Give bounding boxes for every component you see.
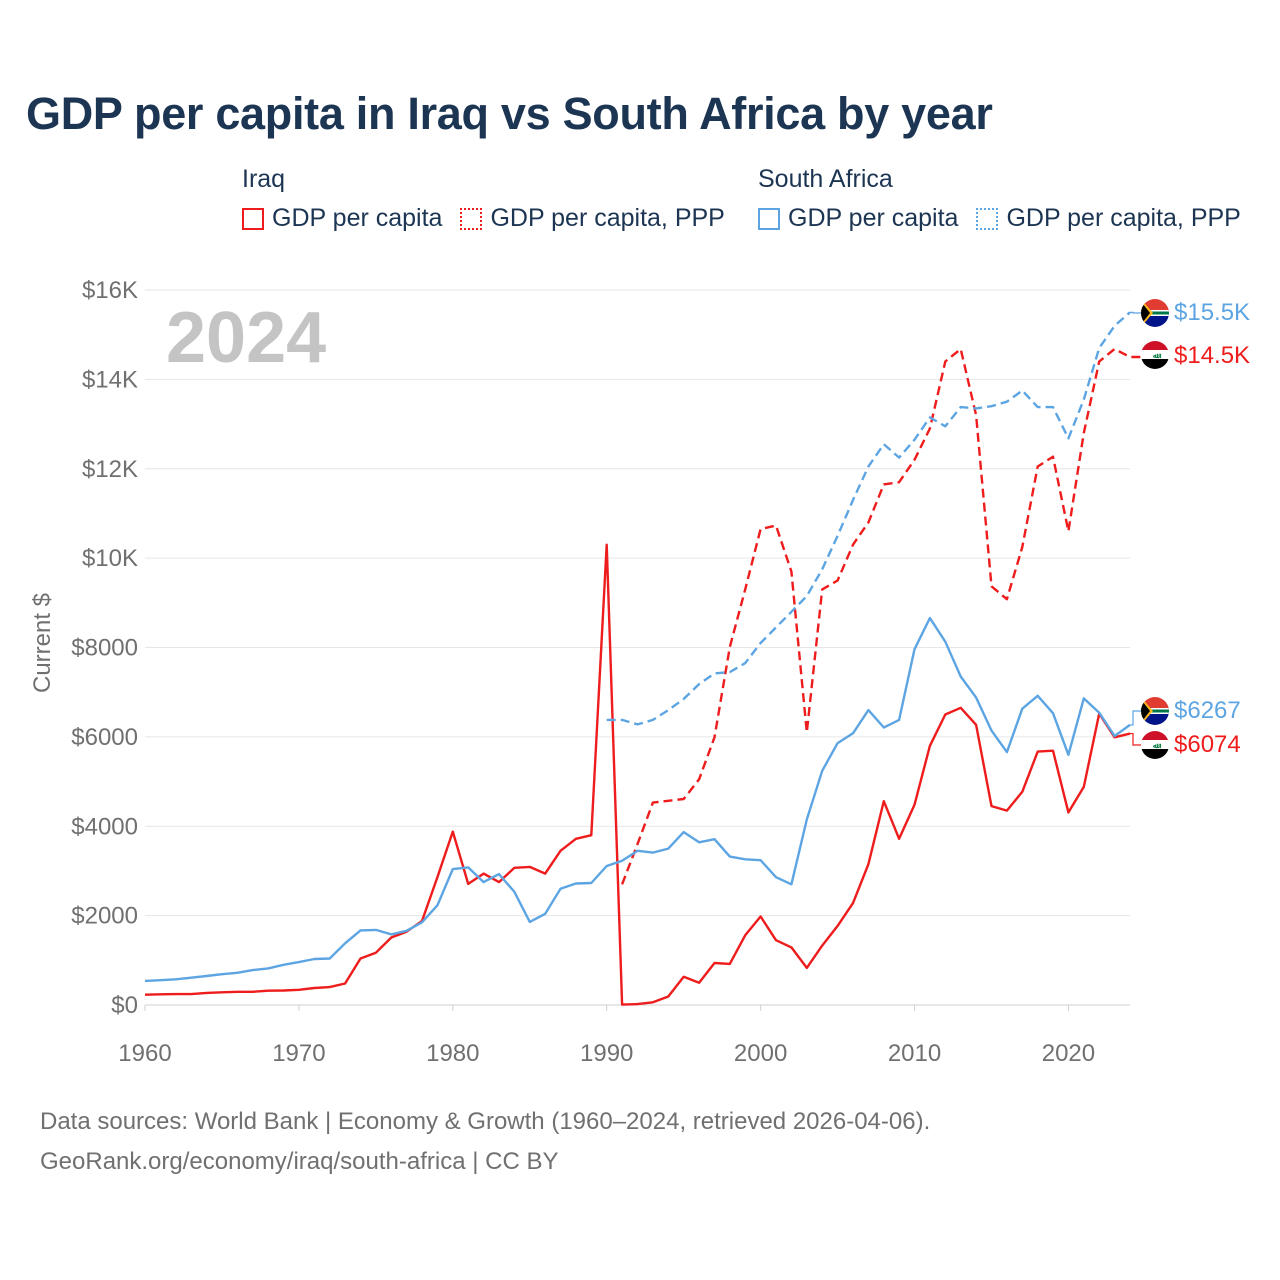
y-tick-label: $6000 xyxy=(71,724,138,751)
end-label-south-africa-ppp: $15.5K xyxy=(1174,299,1250,326)
series-lines xyxy=(144,311,1146,1006)
iraq-flag-icon: ﷲ xyxy=(1141,731,1169,759)
x-tick-label: 2000 xyxy=(734,1040,787,1067)
legend-country-south-africa: South Africa xyxy=(758,165,893,193)
x-tick-label: 2010 xyxy=(888,1040,941,1067)
legend-swatch-solid-icon xyxy=(242,207,264,230)
legend-swatch-dotted-icon xyxy=(976,207,999,230)
x-axis-ticks: 1960 1970 1980 1990 2000 2010 2020 xyxy=(118,1005,1095,1067)
y-axis-label: Current $ xyxy=(29,593,56,693)
y-tick-label: $16K xyxy=(82,277,138,304)
legend-swatch-dotted-icon xyxy=(460,207,483,230)
legend-swatch-solid-icon xyxy=(758,207,780,230)
grid-lines xyxy=(145,289,1130,1006)
legend-group-south-africa: South Africa GDP per capita GDP per capi… xyxy=(758,162,1259,233)
legend-label: GDP per capita, PPP xyxy=(1006,204,1241,232)
y-tick-label: $12K xyxy=(82,456,138,483)
legend-item-iraq-gdp[interactable]: GDP per capita xyxy=(242,204,442,233)
end-connector xyxy=(1130,710,1141,726)
footer-sources: Data sources: World Bank | Economy & Gro… xyxy=(40,1108,931,1135)
y-tick-label: $4000 xyxy=(71,813,138,840)
south-africa-flag-icon xyxy=(1141,697,1169,725)
year-watermark: 2024 xyxy=(166,298,326,378)
y-tick-label: $2000 xyxy=(71,903,138,930)
y-axis-ticks: $0 $2000 $4000 $6000 $8000 $10K $12K $14K $16K xyxy=(71,277,138,1019)
end-label-iraq-gdp: $6074 xyxy=(1174,731,1241,758)
legend-item-south-africa-gdp[interactable]: GDP per capita xyxy=(758,204,958,233)
y-tick-label: $0 xyxy=(111,992,138,1019)
legend-item-iraq-gdp-ppp[interactable]: GDP per capita, PPP xyxy=(460,204,725,233)
legend-item-south-africa-gdp-ppp[interactable]: GDP per capita, PPP xyxy=(976,204,1241,233)
end-connectors xyxy=(1130,311,1149,746)
chart-title: GDP per capita in Iraq vs South Africa b… xyxy=(26,88,993,139)
end-label-south-africa-gdp: $6267 xyxy=(1174,697,1241,724)
south-africa-flag-icon xyxy=(1141,299,1169,327)
series-line-south-africa-gdp-per-capita-ppp[interactable] xyxy=(606,311,1131,726)
iraq-flag-icon: ﷲ xyxy=(1141,341,1169,369)
x-tick-label: 1960 xyxy=(118,1040,171,1067)
footer-url[interactable]: GeoRank.org/economy/iraq/south-africa | … xyxy=(40,1148,559,1175)
y-tick-label: $8000 xyxy=(71,635,138,662)
y-tick-label: $14K xyxy=(82,366,138,393)
legend-country-iraq: Iraq xyxy=(242,165,286,193)
legend-label: GDP per capita xyxy=(272,204,443,232)
end-connector xyxy=(1130,732,1141,746)
series-line-iraq-gdp-per-capita-ppp[interactable] xyxy=(620,347,1146,885)
legend-label: GDP per capita xyxy=(788,204,959,232)
series-line-iraq-gdp-per-capita[interactable] xyxy=(144,543,1131,1006)
series-line-south-africa-gdp-per-capita[interactable] xyxy=(144,616,1131,983)
end-label-iraq-ppp: $14.5K xyxy=(1174,342,1250,369)
legend-group-iraq: Iraq GDP per capita GDP per capita, PPP xyxy=(242,162,743,233)
x-tick-label: 1970 xyxy=(272,1040,325,1067)
y-tick-label: $10K xyxy=(82,545,138,572)
x-tick-label: 2020 xyxy=(1042,1040,1095,1067)
end-connector xyxy=(1130,311,1141,314)
legend-label: GDP per capita, PPP xyxy=(490,204,725,232)
x-tick-label: 1980 xyxy=(426,1040,479,1067)
x-tick-label: 1990 xyxy=(580,1040,633,1067)
